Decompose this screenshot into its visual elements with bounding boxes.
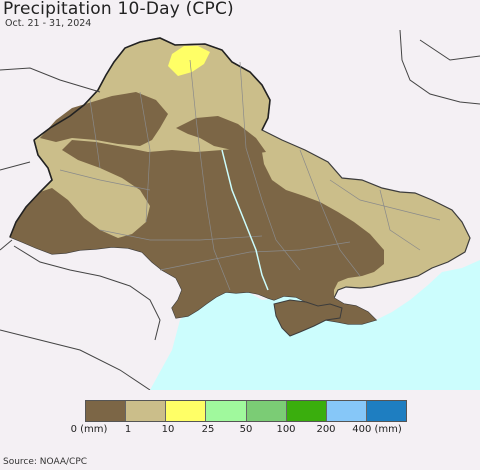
legend-swatch-0 (86, 401, 127, 421)
legend-swatch-7 (366, 401, 406, 421)
dry-area-northeast (176, 116, 266, 154)
precipitation-map (0, 30, 480, 390)
legend-tick-1: 1 (124, 424, 132, 435)
legend-swatch-4 (246, 401, 287, 421)
legend-swatch-3 (206, 401, 247, 421)
dry-area-main (10, 140, 384, 324)
legend-tick-7: 400 (mm) (352, 424, 402, 435)
legend-tick-0: 0 (mm) (70, 424, 108, 435)
northern-border (33, 37, 271, 141)
neighbor-borders (0, 30, 480, 390)
oblast-boundaries (59, 59, 441, 291)
legend-swatch-2 (166, 401, 207, 421)
legend-swatch-5 (286, 401, 327, 421)
dnipro-river (221, 149, 269, 291)
date-range-subtitle: Oct. 21 - 31, 2024 (5, 18, 92, 29)
map-title: Precipitation 10-Day (CPC) (3, 0, 234, 19)
legend-tick-6: 200 (316, 424, 336, 435)
legend-tick-2: 10 (161, 424, 175, 435)
legend-tick-4: 50 (239, 424, 253, 435)
crimea (273, 299, 343, 337)
legend-tick-5: 100 (276, 424, 296, 435)
legend-swatch-1 (126, 401, 167, 421)
moderate-area (168, 46, 210, 76)
dry-area-north (40, 92, 168, 146)
source-credit: Source: NOAA/CPC (3, 457, 88, 467)
legend-swatch-6 (326, 401, 367, 421)
legend-tick-3: 25 (201, 424, 215, 435)
precipitation-legend (85, 400, 407, 422)
western-border (9, 139, 53, 238)
